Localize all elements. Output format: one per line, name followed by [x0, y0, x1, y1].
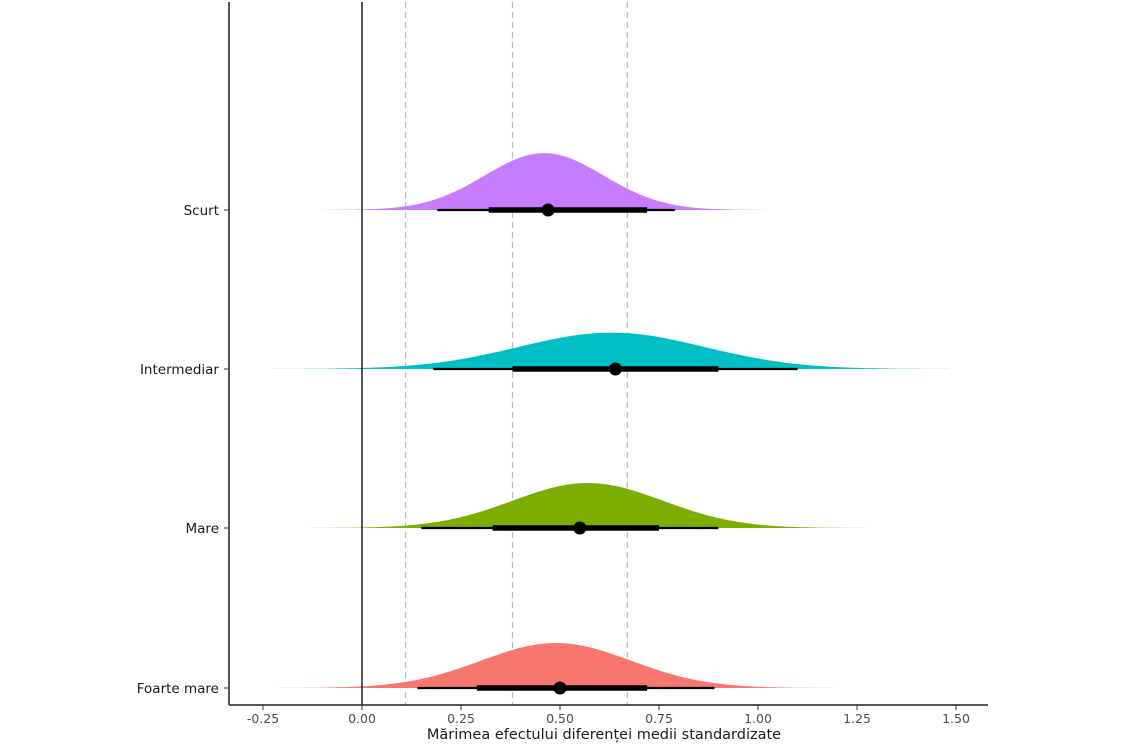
x-tick-label: 1.00 [744, 711, 772, 726]
x-tick-label: -0.25 [247, 711, 279, 726]
point-estimate [608, 362, 622, 376]
point-estimate [573, 521, 587, 535]
y-ticks: Scurt Intermediar Mare Foarte mare [137, 203, 229, 697]
point-estimate [553, 681, 567, 695]
x-tick-label: 1.50 [942, 711, 970, 726]
density-mare [263, 483, 956, 528]
y-tick-label: Foarte mare [137, 681, 219, 697]
x-axis-title: Mărimea efectului diferenței medii stand… [427, 727, 781, 743]
y-tick-label: Scurt [184, 203, 219, 219]
density-foarte-mare [263, 643, 956, 688]
density-layer [263, 153, 956, 688]
y-tick-label: Mare [186, 521, 219, 537]
density-intermediar [263, 332, 956, 369]
x-tick-label: 1.25 [843, 711, 871, 726]
x-tick-label: 0.50 [546, 711, 574, 726]
density-scurt [263, 153, 956, 210]
point-estimate [541, 203, 555, 217]
x-tick-label: 0.25 [447, 711, 475, 726]
y-tick-label: Intermediar [140, 362, 219, 378]
x-ticks: -0.25 0.00 0.25 0.50 0.75 1.00 1.25 1.50 [247, 705, 970, 726]
x-tick-label: 0.75 [645, 711, 673, 726]
x-tick-label: 0.00 [348, 711, 376, 726]
interval-layer [417, 203, 798, 695]
